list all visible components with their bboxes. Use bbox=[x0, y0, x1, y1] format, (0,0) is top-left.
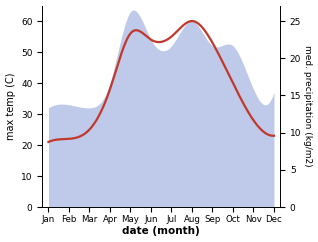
Y-axis label: max temp (C): max temp (C) bbox=[5, 73, 16, 140]
X-axis label: date (month): date (month) bbox=[122, 227, 200, 236]
Y-axis label: med. precipitation (kg/m2): med. precipitation (kg/m2) bbox=[303, 45, 313, 167]
